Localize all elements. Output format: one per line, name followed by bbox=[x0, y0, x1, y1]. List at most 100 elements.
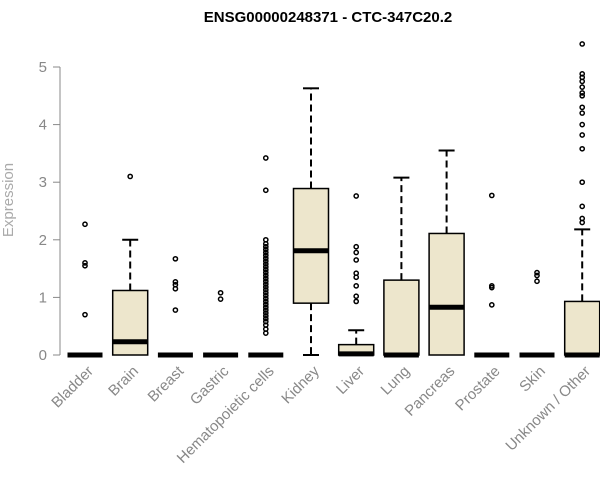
y-tick-label: 0 bbox=[39, 347, 47, 364]
outlier-point bbox=[262, 252, 269, 259]
outlier-point bbox=[262, 266, 269, 273]
outlier-point bbox=[262, 278, 269, 285]
x-tick-label: Prostate bbox=[452, 363, 504, 415]
box-body bbox=[111, 289, 149, 356]
outlier-point bbox=[172, 278, 179, 285]
outlier-point bbox=[262, 255, 269, 262]
outlier-point bbox=[217, 296, 224, 302]
box-group bbox=[292, 87, 330, 356]
outlier-point bbox=[262, 258, 269, 264]
outlier-point bbox=[579, 41, 586, 47]
outlier-point bbox=[579, 92, 586, 99]
outlier-point bbox=[262, 289, 269, 296]
outlier-point bbox=[262, 246, 269, 253]
boxes-layer bbox=[67, 41, 600, 358]
outlier-point bbox=[82, 262, 88, 269]
outlier-point bbox=[353, 293, 360, 300]
outlier-point bbox=[579, 110, 586, 116]
outlier-point bbox=[172, 281, 179, 288]
outlier-point bbox=[353, 298, 360, 305]
outlier-point bbox=[262, 243, 269, 250]
box-group bbox=[203, 289, 239, 358]
y-axis-label: Expression bbox=[0, 163, 17, 237]
outlier-point bbox=[262, 249, 269, 256]
x-tick-label: Brain bbox=[105, 363, 142, 400]
y-tick-label: 4 bbox=[39, 117, 47, 134]
box-group bbox=[563, 41, 600, 358]
x-tick-label: Skin bbox=[516, 363, 549, 396]
outlier-point bbox=[262, 298, 269, 305]
x-tick-label: Breast bbox=[145, 362, 188, 405]
box-group bbox=[474, 192, 510, 358]
outlier-point bbox=[262, 269, 269, 276]
x-tick-label: Lung bbox=[378, 363, 414, 399]
outlier-point bbox=[488, 192, 495, 199]
outlier-point bbox=[262, 275, 269, 282]
box-group bbox=[428, 149, 465, 356]
outlier-point bbox=[579, 84, 586, 91]
box-group bbox=[383, 176, 420, 358]
x-tick-label: Liver bbox=[333, 363, 368, 398]
outlier-point bbox=[579, 104, 586, 111]
outlier-point bbox=[262, 264, 269, 270]
y-tick-label: 1 bbox=[39, 289, 47, 306]
box-group bbox=[111, 173, 149, 356]
outlier-point bbox=[262, 284, 269, 290]
outlier-point bbox=[353, 257, 360, 263]
x-tick-label: Unknown / Other bbox=[502, 363, 594, 455]
outlier-point bbox=[262, 295, 269, 302]
outlier-point bbox=[579, 179, 586, 186]
outlier-point bbox=[534, 272, 540, 279]
box-body bbox=[563, 300, 600, 356]
outlier-point bbox=[262, 236, 269, 243]
outlier-point bbox=[82, 311, 88, 318]
outlier-point bbox=[353, 270, 360, 277]
outlier-point bbox=[262, 261, 269, 267]
chart-title: ENSG00000248371 - CTC-347C20.2 bbox=[204, 9, 452, 26]
outlier-point bbox=[353, 249, 360, 256]
outlier-point bbox=[262, 272, 269, 279]
box-group bbox=[337, 193, 375, 357]
y-tick-label: 2 bbox=[39, 232, 47, 249]
outlier-point bbox=[353, 193, 360, 199]
outlier-point bbox=[172, 255, 179, 262]
outlier-point bbox=[353, 283, 360, 289]
outlier-point bbox=[579, 121, 586, 128]
box-body bbox=[292, 187, 330, 304]
outlier-point bbox=[262, 310, 269, 316]
outlier-point bbox=[262, 292, 269, 299]
outlier-point bbox=[579, 71, 586, 77]
outlier-point bbox=[262, 301, 269, 308]
outlier-point bbox=[579, 203, 586, 210]
outlier-point bbox=[262, 287, 269, 293]
outlier-point bbox=[82, 221, 88, 228]
outlier-point bbox=[353, 243, 360, 250]
outlier-point bbox=[488, 302, 495, 308]
outlier-point bbox=[534, 278, 540, 285]
outlier-point bbox=[262, 155, 269, 161]
box-body bbox=[383, 279, 420, 356]
y-tick-label: 5 bbox=[39, 59, 47, 76]
box-group bbox=[157, 255, 193, 358]
outlier-point bbox=[82, 259, 88, 266]
x-tick-label: Pancreas bbox=[402, 363, 459, 420]
outlier-point bbox=[488, 283, 495, 289]
outlier-point bbox=[579, 90, 586, 96]
outlier-point bbox=[172, 307, 179, 313]
box-group bbox=[519, 269, 555, 358]
outlier-point bbox=[262, 307, 269, 313]
outlier-point bbox=[262, 304, 269, 311]
x-tick-label: Bladder bbox=[48, 363, 97, 412]
box-group bbox=[248, 155, 284, 358]
outlier-point bbox=[262, 315, 269, 322]
outlier-point bbox=[217, 289, 224, 296]
box-group bbox=[67, 221, 103, 358]
y-axis: 0 1 2 3 4 5 bbox=[39, 59, 61, 364]
outlier-point bbox=[127, 173, 134, 180]
outlier-point bbox=[262, 187, 269, 194]
outlier-point bbox=[579, 132, 586, 138]
outlier-point bbox=[579, 145, 586, 152]
outlier-point bbox=[262, 312, 269, 319]
